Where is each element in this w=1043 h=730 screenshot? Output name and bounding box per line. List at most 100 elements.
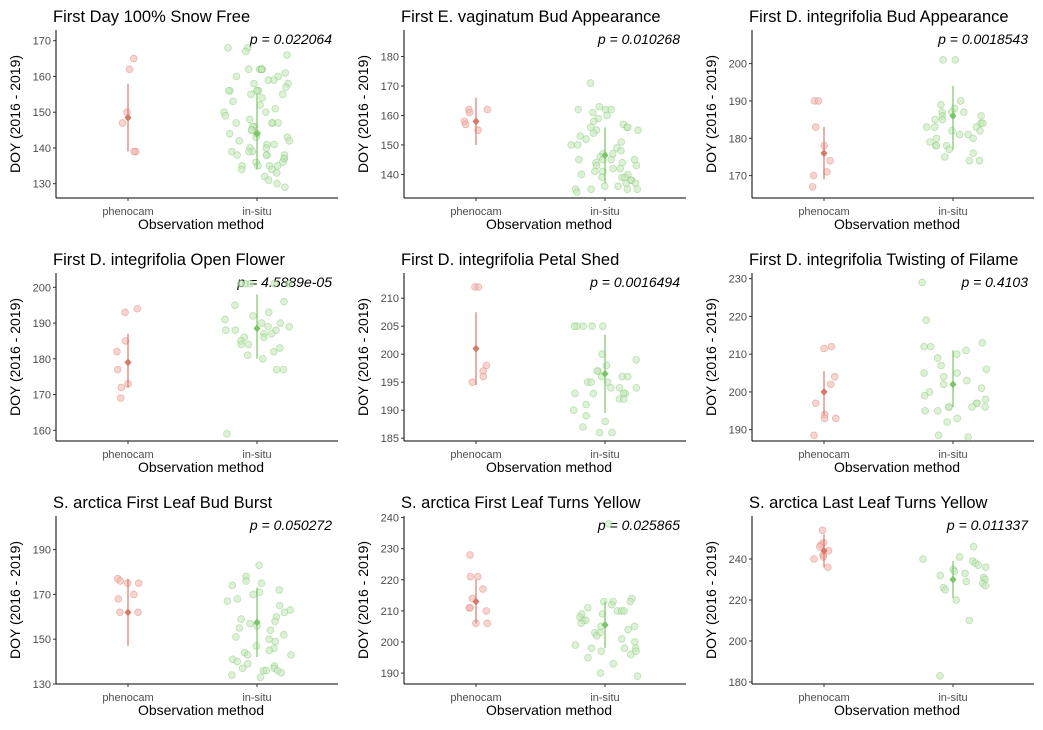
data-point-phenocam (824, 563, 832, 572)
data-point-phenocam (466, 551, 474, 559)
data-point-in-situ (223, 430, 231, 438)
data-point-in-situ (623, 185, 632, 193)
data-point-in-situ (962, 577, 971, 586)
data-point-phenocam (117, 383, 126, 392)
data-point-in-situ (922, 123, 931, 131)
data-point-in-situ (603, 378, 612, 387)
data-point-in-situ (244, 147, 253, 156)
data-point-in-situ (231, 326, 240, 334)
data-point-in-situ (940, 373, 948, 381)
data-point-in-situ (224, 86, 233, 95)
data-point-phenocam (133, 304, 142, 313)
data-point-in-situ (244, 340, 253, 349)
y-tick-label: 220 (729, 311, 747, 323)
data-point-in-situ (279, 158, 287, 167)
data-point-in-situ (237, 165, 246, 174)
mean-marker-in-situ (949, 575, 957, 584)
mean-marker-in-situ (949, 111, 957, 120)
data-point-in-situ (953, 414, 962, 423)
data-point-in-situ (599, 597, 608, 606)
x-axis-title: Observation method (834, 216, 960, 232)
data-point-phenocam (820, 344, 828, 353)
data-point-in-situ (267, 329, 276, 338)
data-point-in-situ (242, 577, 250, 585)
data-point-in-situ (974, 561, 983, 569)
y-tick-label: 160 (33, 425, 51, 437)
data-point-in-situ (948, 127, 956, 135)
y-tick-label: 160 (33, 71, 51, 83)
x-axis-title: Observation method (138, 216, 264, 232)
data-point-in-situ (930, 123, 939, 131)
data-point-in-situ (962, 346, 970, 355)
data-point-in-situ (225, 129, 234, 138)
p-value-label: p = 0.0016494 (589, 274, 680, 290)
data-point-in-situ (632, 384, 641, 392)
data-point-in-situ (249, 590, 258, 599)
data-point-in-situ (617, 138, 626, 146)
data-point-in-situ (969, 149, 978, 158)
data-point-phenocam (129, 54, 138, 63)
data-point-in-situ (237, 615, 245, 623)
data-point-in-situ (956, 97, 965, 105)
x-tick-label: in-situ (590, 449, 619, 461)
data-point-in-situ (920, 369, 928, 377)
data-point-in-situ (237, 279, 245, 288)
data-point-phenocam (814, 97, 823, 105)
data-point-in-situ (623, 372, 632, 381)
data-point-in-situ (602, 361, 611, 370)
data-point-in-situ (598, 610, 607, 618)
data-point-in-situ (633, 672, 642, 681)
data-point-in-situ (221, 315, 229, 324)
data-point-in-situ (257, 65, 266, 74)
y-tick-label: 190 (381, 668, 399, 680)
data-point-in-situ (609, 164, 617, 173)
data-point-in-situ (979, 119, 987, 128)
data-point-phenocam (820, 414, 829, 423)
y-axis-title: DOY (2016 - 2019) (355, 298, 371, 416)
data-point-in-situ (272, 169, 281, 177)
data-point-in-situ (969, 134, 977, 143)
data-point-in-situ (964, 433, 972, 442)
y-tick-label: 230 (381, 544, 399, 556)
data-point-in-situ (266, 626, 275, 635)
y-tick-label: 170 (729, 171, 747, 183)
data-point-in-situ (269, 347, 278, 356)
data-point-phenocam (116, 394, 125, 402)
data-point-in-situ (932, 141, 941, 150)
data-point-in-situ (235, 137, 244, 145)
data-point-phenocam (482, 607, 491, 615)
data-point-in-situ (228, 581, 237, 590)
x-tick-label: phenocam (450, 692, 501, 704)
data-point-in-situ (224, 44, 232, 52)
data-point-in-situ (941, 585, 950, 594)
y-tick-label: 200 (381, 637, 399, 649)
data-point-in-situ (272, 365, 281, 374)
data-point-in-situ (976, 127, 984, 135)
data-point-in-situ (617, 147, 625, 155)
chart-title: First D. integrifolia Twisting of Filame (749, 251, 1018, 269)
data-point-in-situ (232, 119, 240, 127)
data-point-phenocam (810, 555, 818, 563)
data-point-in-situ (950, 567, 959, 576)
data-point-in-situ (271, 637, 280, 646)
data-point-in-situ (258, 94, 266, 102)
y-axis-title: DOY (2016 - 2019) (7, 298, 23, 416)
y-tick-label: 205 (381, 321, 399, 333)
data-point-in-situ (937, 100, 945, 109)
data-point-phenocam (121, 308, 129, 317)
data-point-in-situ (273, 179, 281, 188)
p-value-label: p = 0.011337 (946, 517, 1029, 533)
mean-marker-phenocam (820, 387, 828, 396)
data-point-in-situ (632, 647, 640, 656)
data-point-in-situ (595, 428, 604, 437)
data-point-in-situ (968, 403, 976, 411)
data-point-phenocam (830, 373, 839, 381)
data-point-in-situ (232, 72, 241, 81)
data-point-in-situ (626, 650, 635, 659)
y-axis-title: DOY (2016 - 2019) (355, 541, 371, 659)
chart-title: S. arctica First Leaf Turns Yellow (401, 494, 640, 512)
data-point-in-situ (277, 669, 286, 677)
data-point-phenocam (466, 603, 474, 612)
chart-title: First D. integrifolia Bud Appearance (749, 8, 1009, 26)
data-point-in-situ (601, 417, 610, 426)
